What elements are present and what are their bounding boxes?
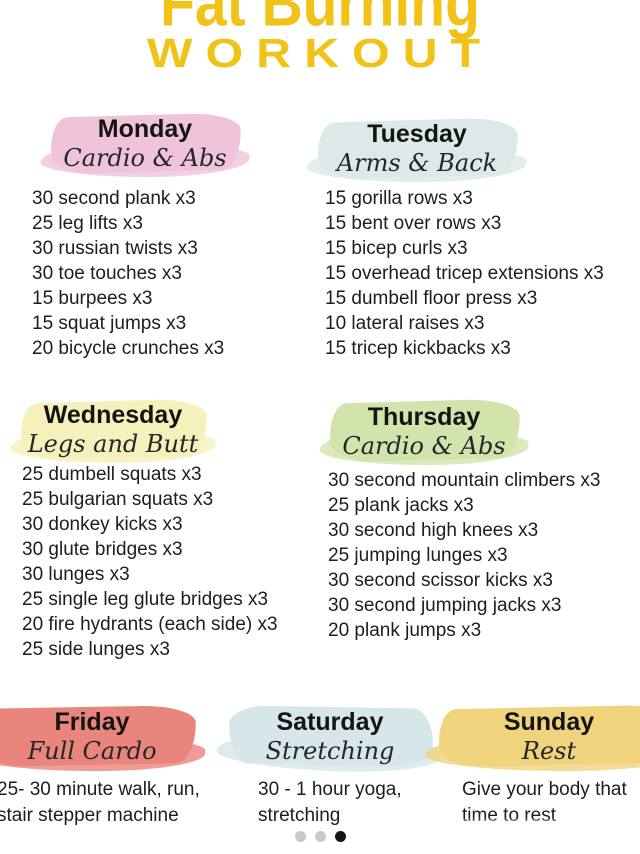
exercise-item: 25 leg lifts x3	[32, 213, 143, 234]
day-focus-monday: Cardio & Abs	[63, 143, 227, 172]
exercise-list-monday: 30 second plank x3 25 leg lifts x3 30 russ…	[32, 186, 224, 361]
exercise-item: 30 toe touches x3	[32, 263, 182, 284]
exercise-item: 10 lateral raises x3	[325, 313, 485, 334]
day-note-saturday: 30 - 1 hour yoga, stretching	[258, 777, 402, 828]
exercise-item: 30 glute bridges x3	[22, 539, 183, 560]
exercise-item: 15 bent over rows x3	[325, 213, 502, 234]
poster-subtitle: WORKOUT	[146, 30, 494, 76]
exercise-list-tuesday: 15 gorilla rows x3 15 bent over rows x3 15…	[325, 186, 604, 361]
exercise-item: 25 jumping lunges x3	[328, 545, 508, 566]
day-header-monday: Monday Cardio & Abs	[50, 110, 242, 175]
exercise-item: 15 tricep kickbacks x3	[325, 338, 511, 359]
poster-title: Fat Burning	[160, 0, 480, 40]
exercise-item: 30 second scissor kicks x3	[328, 570, 553, 591]
exercise-item: 30 russian twists x3	[32, 238, 198, 259]
carousel-dot[interactable]	[314, 831, 326, 843]
exercise-item: 20 plank jumps x3	[328, 620, 482, 641]
day-note-sunday: Give your body that time to rest	[458, 777, 637, 832]
exercise-item: 15 overhead tricep extensions x3	[325, 263, 604, 284]
exercise-item: 30 donkey kicks x3	[22, 514, 183, 535]
exercise-item: 25 dumbell squats x3	[22, 464, 202, 485]
exercise-item: 25 bulgarian squats x3	[22, 489, 214, 510]
day-focus-saturday: Stretching	[265, 736, 395, 765]
day-header-sunday: Sunday Rest	[438, 702, 640, 768]
carousel-dot[interactable]	[294, 831, 306, 843]
day-name-wednesday: Wednesday	[43, 401, 183, 429]
day-header-thursday: Thursday Cardio & Abs	[329, 396, 521, 463]
day-note-friday: 25- 30 minute walk, run, stair stepper m…	[0, 777, 200, 828]
day-name-friday: Friday	[54, 708, 130, 736]
exercise-item: 30 second plank x3	[32, 188, 196, 209]
exercise-item: 25 single leg glute bridges x3	[22, 589, 269, 610]
exercise-item: 20 bicycle crunches x3	[32, 338, 225, 359]
exercise-item: 25 side lunges x3	[22, 639, 170, 660]
exercise-item: 15 dumbell floor press x3	[325, 288, 538, 309]
exercise-item: 30 second jumping jacks x3	[328, 595, 562, 616]
exercise-list-thursday: 30 second mountain climbers x3 25 plank j…	[328, 468, 600, 643]
carousel-dots	[0, 828, 640, 846]
exercise-list-wednesday: 25 dumbell squats x3 25 bulgarian squats …	[22, 462, 278, 662]
day-focus-tuesday: Arms & Back	[336, 148, 498, 177]
day-header-tuesday: Tuesday Arms & Back	[317, 115, 519, 180]
exercise-item: 15 gorilla rows x3	[325, 188, 473, 209]
day-name-monday: Monday	[97, 115, 193, 143]
note-line: stair stepper machine	[0, 804, 179, 826]
day-name-saturday: Saturday	[276, 708, 384, 736]
exercise-item: 25 plank jacks x3	[328, 495, 474, 516]
exercise-item: 15 bicep curls x3	[325, 238, 468, 259]
note-line: stretching	[258, 804, 341, 826]
note-line: Give your body that	[462, 779, 627, 800]
exercise-item: 30 lunges x3	[22, 564, 130, 585]
day-header-friday: Friday Full Cardo	[0, 702, 198, 767]
exercise-item: 20 fire hydrants (each side) x3	[22, 614, 278, 635]
note-line: time to rest	[458, 803, 637, 832]
exercise-item: 30 second mountain climbers x3	[328, 470, 601, 491]
exercise-item: 15 burpees x3	[32, 288, 153, 309]
note-line: 25- 30 minute walk, run,	[0, 779, 200, 800]
day-name-sunday: Sunday	[503, 708, 595, 736]
day-header-wednesday: Wednesday Legs and Butt	[20, 396, 208, 461]
day-header-saturday: Saturday Stretching	[228, 702, 434, 767]
day-focus-wednesday: Legs and Butt	[27, 429, 199, 458]
note-line: 30 - 1 hour yoga,	[258, 779, 402, 800]
exercise-item: 30 second high knees x3	[328, 520, 539, 541]
day-name-tuesday: Tuesday	[367, 120, 467, 148]
day-focus-friday: Full Cardo	[27, 736, 157, 765]
exercise-item: 15 squat jumps x3	[32, 313, 187, 334]
carousel-dot-active[interactable]	[334, 831, 346, 843]
day-name-thursday: Thursday	[367, 403, 481, 431]
day-focus-thursday: Cardio & Abs	[342, 431, 506, 460]
day-focus-sunday: Rest	[521, 736, 577, 765]
